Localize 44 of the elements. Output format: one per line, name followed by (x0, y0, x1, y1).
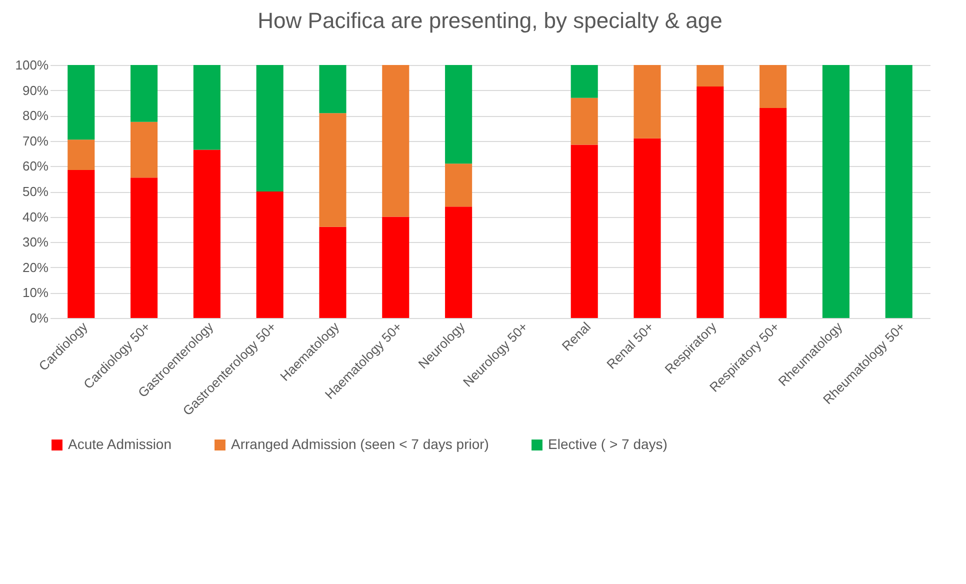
bar (760, 65, 787, 108)
legend-label: Acute Admission (68, 436, 172, 452)
bar (382, 216, 410, 318)
bar (634, 65, 661, 138)
y-tick-label: 50% (22, 184, 49, 199)
bar (256, 192, 284, 318)
legend-label: Elective ( > 7 days) (548, 436, 668, 452)
bar (68, 170, 95, 318)
bar (445, 65, 472, 164)
bar (822, 65, 850, 318)
bar (382, 65, 410, 217)
y-tick-label: 30% (22, 234, 49, 250)
bar (319, 113, 346, 227)
bar (68, 65, 95, 140)
legend-label: Arranged Admission (seen < 7 days prior) (231, 436, 489, 452)
bar (696, 65, 724, 87)
y-tick-label: 20% (22, 260, 49, 275)
bar (445, 164, 472, 207)
y-tick-label: 80% (22, 108, 49, 124)
chart-title: How Pacifica are presenting, by specialty & age (258, 8, 722, 33)
bar (760, 108, 787, 318)
bar (68, 140, 95, 170)
bar (130, 178, 158, 318)
bar (570, 65, 598, 98)
bar (570, 98, 598, 145)
bar (634, 138, 661, 318)
bar (570, 144, 598, 318)
y-tick-label: 70% (22, 133, 49, 148)
y-tick-label: 100% (15, 58, 49, 72)
bar (885, 65, 912, 318)
bar (193, 65, 220, 150)
bar (256, 65, 284, 192)
bar (319, 65, 346, 114)
bar (696, 86, 724, 318)
y-tick-label: 90% (22, 82, 49, 98)
y-tick-label: 40% (22, 209, 49, 224)
y-tick-label: 0% (30, 310, 49, 326)
y-tick-label: 60% (22, 158, 49, 174)
bar (193, 150, 220, 318)
bar (319, 226, 346, 318)
bar (445, 206, 472, 318)
y-tick-label: 10% (22, 285, 49, 300)
bar (130, 65, 158, 122)
bar (130, 122, 158, 178)
